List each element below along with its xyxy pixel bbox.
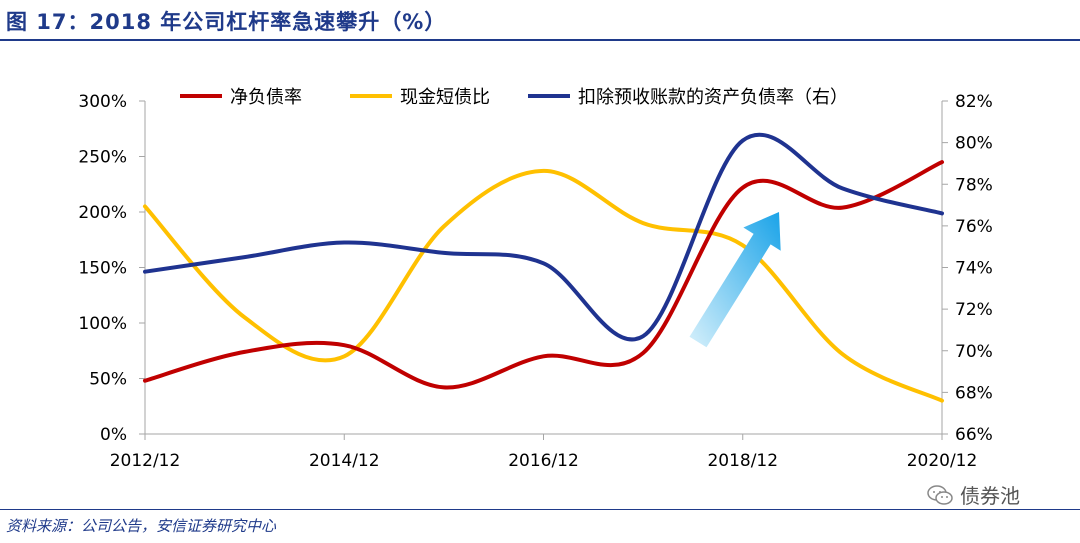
right-tick-label: 66%	[955, 425, 993, 445]
figure-title: 图 17：2018 年公司杠杆率急速攀升（%）	[6, 10, 447, 34]
footer-rule	[0, 509, 1080, 510]
legend: 净负债率 现金短债比 扣除预收账款的资产负债率（右）	[180, 87, 848, 108]
legend-label-2: 现金短债比	[400, 87, 490, 108]
x-tick-label: 2012/12	[110, 451, 181, 471]
left-tick-label: 150%	[78, 259, 127, 279]
left-tick-label: 250%	[78, 148, 127, 168]
right-tick-label: 72%	[955, 300, 993, 320]
axes-layer: 0% 50% 100% 150% 200% 250% 300% 66% 68% 70% 72% 74%…	[78, 92, 992, 471]
right-tick-label: 70%	[955, 342, 993, 362]
series-line-1	[143, 160, 944, 390]
upward-arrow-annotation	[689, 212, 781, 348]
x-tick-label: 2018/12	[707, 451, 778, 471]
right-tick-label: 76%	[955, 217, 993, 237]
right-tick-label: 68%	[955, 383, 993, 403]
chart: 0% 50% 100% 150% 200% 250% 300% 66% 68% 70% 72% 74%…	[78, 87, 992, 471]
wechat-icon	[927, 484, 953, 505]
watermark: 债券池	[926, 480, 1020, 509]
left-tick-label: 300%	[78, 92, 127, 112]
right-tick-label: 78%	[955, 175, 993, 195]
watermark-text: 债券池	[960, 484, 1020, 508]
legend-label-1: 净负债率	[230, 87, 302, 108]
right-tick-label: 74%	[955, 259, 993, 279]
series-line-2	[143, 168, 944, 403]
right-tick-label: 80%	[955, 134, 993, 154]
left-tick-label: 50%	[89, 370, 127, 390]
title-rule	[0, 39, 1080, 41]
series-line-3	[143, 132, 944, 342]
right-tick-label: 82%	[955, 92, 993, 112]
series-layer	[143, 132, 944, 403]
left-tick-label: 200%	[78, 203, 127, 223]
legend-label-3: 扣除预收账款的资产负债率（右）	[578, 87, 848, 108]
left-tick-label: 0%	[100, 425, 127, 445]
x-tick-label: 2020/12	[907, 451, 978, 471]
source-note: 资料来源：公司公告，安信证券研究中心	[6, 517, 277, 535]
x-tick-label: 2016/12	[508, 451, 579, 471]
x-tick-label: 2014/12	[309, 451, 380, 471]
left-tick-label: 100%	[78, 314, 127, 334]
